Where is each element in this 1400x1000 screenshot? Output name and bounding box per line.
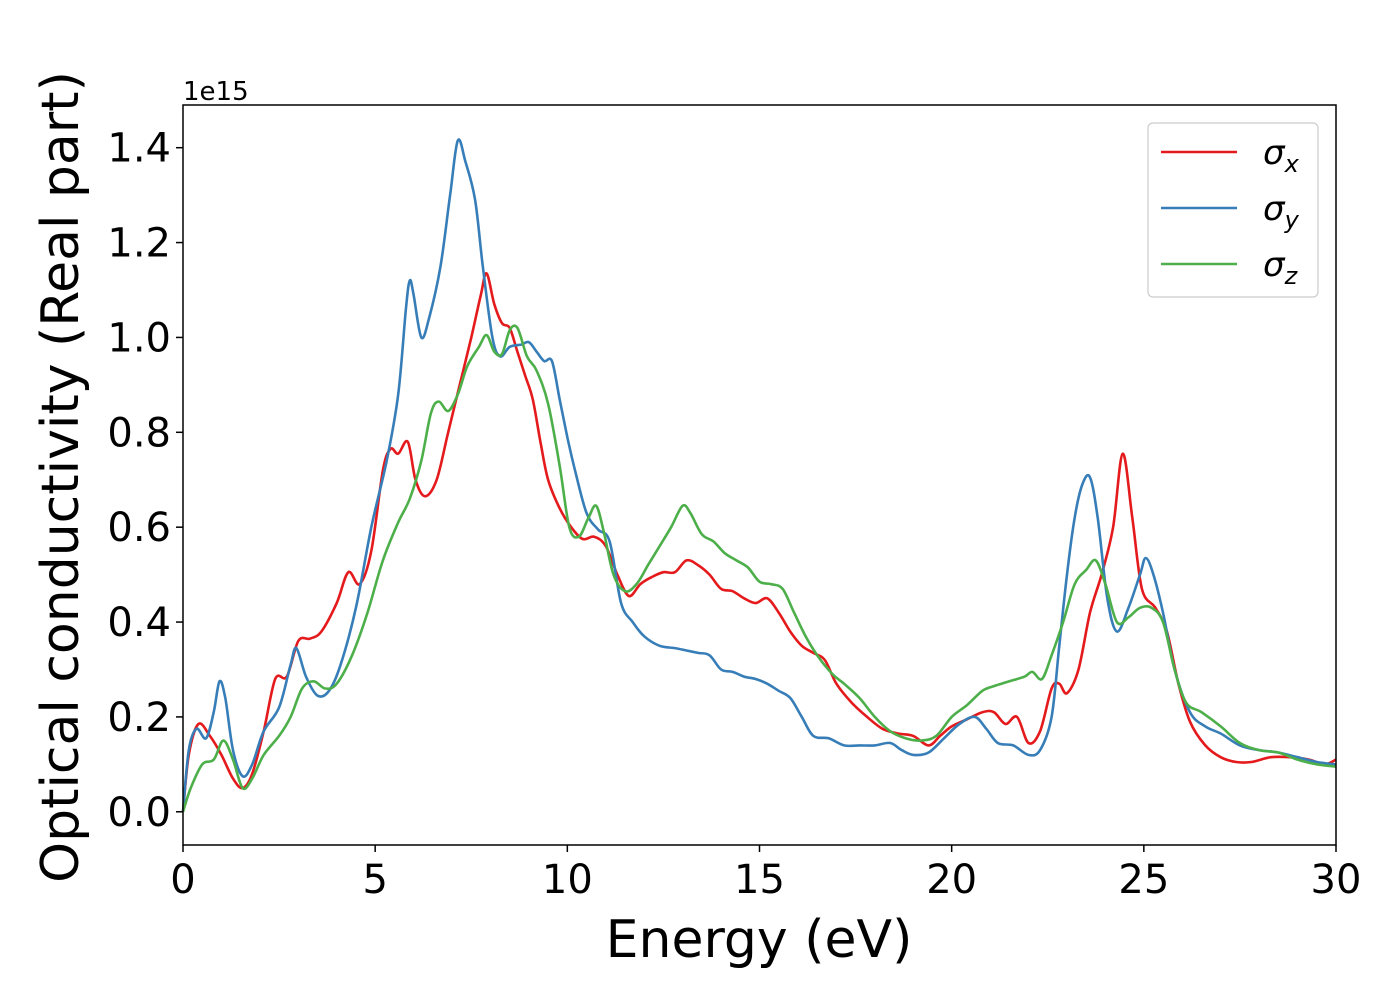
y-tick-label: 0.0 xyxy=(107,790,171,836)
series-line-z xyxy=(181,324,1337,813)
legend-label-z: σz xyxy=(1263,245,1299,290)
y-offset-label: 1e15 xyxy=(183,77,249,107)
y-axis: 0.0 0.2 0.4 0.6 0.8 1.0 1.2 1.4 xyxy=(107,126,183,836)
legend-box xyxy=(1147,122,1319,298)
y-tick-label: 0.4 xyxy=(107,600,171,646)
series-line-y xyxy=(181,138,1337,812)
legend-label-y: σy xyxy=(1263,189,1300,234)
x-tick-label: 30 xyxy=(1311,857,1362,903)
y-tick-label: 1.2 xyxy=(107,221,171,267)
series-line-x xyxy=(181,272,1337,812)
y-tick-label: 1.4 xyxy=(107,126,171,172)
legend: σx σy σz xyxy=(1147,122,1319,298)
y-tick-label: 0.6 xyxy=(107,505,171,551)
y-tick-label: 0.8 xyxy=(107,410,171,456)
y-axis-label: Optical conductivity (Real part) xyxy=(31,71,91,883)
plot-area xyxy=(183,105,1336,845)
x-tick-label: 10 xyxy=(542,857,593,903)
x-tick-label: 5 xyxy=(362,857,387,903)
y-tick-label: 0.2 xyxy=(107,695,171,741)
x-tick-label: 0 xyxy=(170,857,195,903)
y-tick-label: 1.0 xyxy=(107,315,171,361)
legend-label-x: σx xyxy=(1263,133,1300,178)
series-layer xyxy=(181,138,1337,813)
x-tick-label: 15 xyxy=(734,857,785,903)
x-axis: 0 5 10 15 20 25 30 xyxy=(170,845,1361,903)
x-tick-label: 20 xyxy=(926,857,977,903)
x-axis-label: Energy (eV) xyxy=(606,910,913,970)
x-tick-label: 25 xyxy=(1118,857,1169,903)
